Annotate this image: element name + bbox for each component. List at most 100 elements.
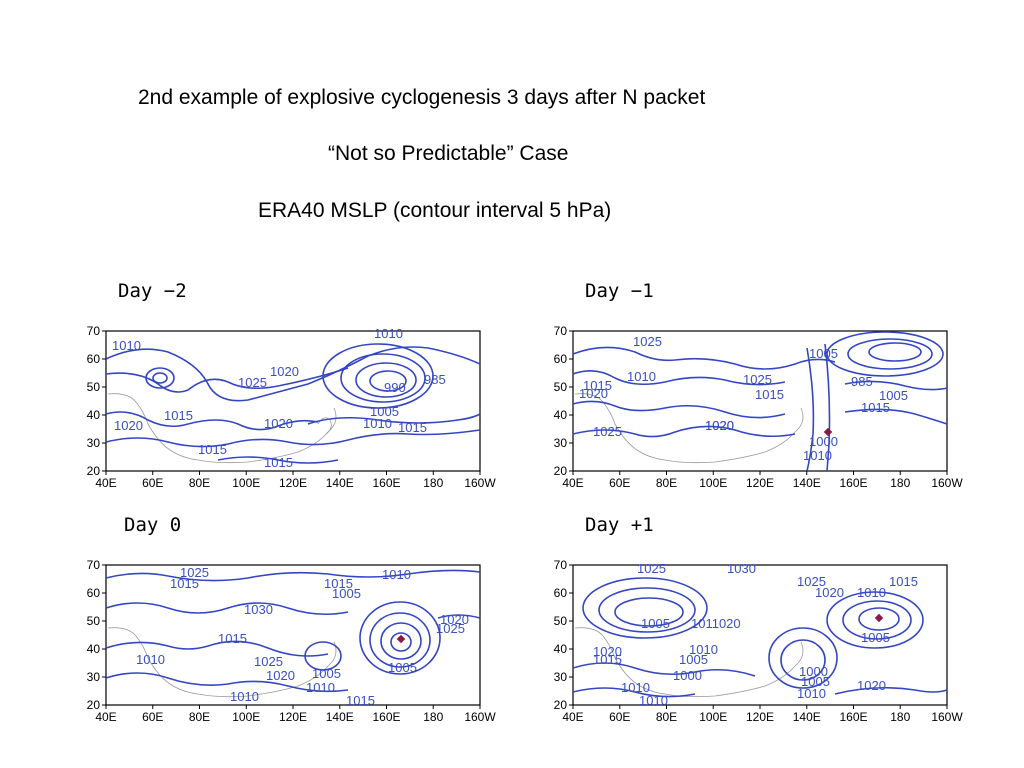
contour-label: 1015 <box>218 631 247 646</box>
contour-label: 1015 <box>889 574 918 589</box>
contour-label: 1015 <box>583 378 612 393</box>
cyclone-marker-icon <box>396 634 406 644</box>
contour-label: 1020 <box>815 585 844 600</box>
title-line-2: “Not so Predictable” Case <box>328 142 569 165</box>
y-tick-label: 60 <box>87 352 101 366</box>
contour-label: 1015 <box>755 387 784 402</box>
contour-label: 1010 <box>306 680 335 695</box>
map-day-minus-2: Day −2 70 60 50 40 30 20 40E 60E 80E 100E 120E 140… <box>87 280 497 490</box>
contours <box>105 569 481 693</box>
y-tick-label: 20 <box>87 698 101 712</box>
x-tick-label: 180 <box>890 476 910 490</box>
panel-day-minus-2: Day −2 70 60 50 40 30 20 40E 60E 80E 100E 120E 140… <box>78 274 518 504</box>
contour-label: 1025 <box>637 561 666 576</box>
contour-label: 1010 <box>689 642 718 657</box>
contour-label: 1010 <box>797 686 826 701</box>
contour-label: 1020 <box>264 416 293 431</box>
contour-label: 1005 <box>679 652 708 667</box>
contour-label: 1010 <box>230 689 259 704</box>
cyclone-marker-icon <box>823 427 833 437</box>
contour-label: 1015 <box>346 693 375 708</box>
contour-label: 1020 <box>270 364 299 379</box>
plot-frame <box>105 564 481 706</box>
x-tick-label: 40E <box>562 710 583 724</box>
y-axis: 70 60 50 40 30 20 <box>554 558 573 712</box>
contour-label: 1010 <box>382 567 411 582</box>
x-tick-label: 60E <box>142 710 163 724</box>
y-tick-label: 50 <box>87 614 101 628</box>
contour-label: 1010 <box>639 693 668 708</box>
contour-label: 1015 <box>861 400 890 415</box>
contour-label: 1025 <box>797 574 826 589</box>
contour-label: 1005 <box>388 660 417 675</box>
y-tick-label: 60 <box>554 586 568 600</box>
x-tick-label: 140E <box>793 710 821 724</box>
y-tick-label: 60 <box>554 352 568 366</box>
y-tick-label: 40 <box>87 642 101 656</box>
contour-label: 1005 <box>641 616 670 631</box>
contour-labels: 1025 1005 1010 1015 1020 1025 1015 1020 … <box>579 334 908 463</box>
y-tick-label: 20 <box>87 464 101 478</box>
x-axis: 40E 60E 80E 100E 120E 140E 160E 180 160W <box>562 705 963 724</box>
x-tick-label: 100E <box>232 476 260 490</box>
coastline <box>574 627 804 698</box>
contour-label: 1030 <box>727 561 756 576</box>
contour-label: 1020 <box>266 668 295 683</box>
contour-label: 1015 <box>170 576 199 591</box>
coastline <box>107 393 337 464</box>
coastline <box>574 393 804 464</box>
contour-label: 1005 <box>801 674 830 689</box>
y-tick-label: 30 <box>554 436 568 450</box>
x-tick-label: 120E <box>279 476 307 490</box>
y-tick-label: 50 <box>87 380 101 394</box>
contour-label: 985 <box>851 374 873 389</box>
x-tick-label: 180 <box>423 710 443 724</box>
x-tick-label: 160E <box>839 710 867 724</box>
contour-label: 1025 <box>743 372 772 387</box>
y-tick-label: 50 <box>554 614 568 628</box>
contour-label: 1025 <box>633 334 662 349</box>
y-tick-label: 60 <box>87 586 101 600</box>
contour-label: 1010 <box>857 585 886 600</box>
title-line-3: ERA40 MSLP (contour interval 5 hPa) <box>258 199 612 222</box>
x-tick-label: 140E <box>326 710 354 724</box>
map-day-minus-1: Day −1 70 60 50 40 30 20 40E 60E 80E 100E 120E 140… <box>554 280 964 490</box>
x-tick-label: 100E <box>232 710 260 724</box>
x-tick-label: 180 <box>423 476 443 490</box>
contour-label: 1015 <box>593 652 622 667</box>
y-tick-label: 70 <box>87 324 101 338</box>
cyclone-marker-icon <box>874 613 884 623</box>
contour-label: 1010 <box>627 369 656 384</box>
contour-label: 1010 <box>136 652 165 667</box>
y-tick-label: 70 <box>87 558 101 572</box>
y-tick-label: 40 <box>554 408 568 422</box>
y-tick-label: 20 <box>554 698 568 712</box>
x-tick-label: 140E <box>326 476 354 490</box>
x-tick-label: 120E <box>746 476 774 490</box>
contour-label: 1015 <box>264 455 293 470</box>
x-tick-label: 40E <box>562 476 583 490</box>
x-tick-label: 80E <box>189 476 210 490</box>
contours <box>572 577 948 698</box>
contour-labels: 1010 1020 1025 1010 990 985 1015 1020 10… <box>112 326 446 470</box>
map-day-plus-1: Day +1 70 60 50 40 30 20 40E 60E 80E 100E 120E 140… <box>554 514 964 724</box>
x-tick-label: 160W <box>464 710 496 724</box>
panel-day-plus-1: Day +1 70 60 50 40 30 20 40E 60E 80E 100E 120E 140… <box>545 508 985 738</box>
contour-label: 1020 <box>114 418 143 433</box>
y-tick-label: 70 <box>554 558 568 572</box>
map-day-0: Day 0 70 60 50 40 30 20 40E 60E 80E 100E 120E 140E… <box>87 514 497 724</box>
y-tick-label: 40 <box>87 408 101 422</box>
contour-label: 1025 <box>238 375 267 390</box>
contour-label: 1010 <box>621 680 650 695</box>
contour-label: 1030 <box>244 602 273 617</box>
contour-label: 1025 <box>254 654 283 669</box>
x-tick-label: 160W <box>931 710 963 724</box>
contour-label: 1005 <box>879 388 908 403</box>
y-tick-label: 30 <box>554 670 568 684</box>
panel-label: Day −2 <box>118 280 187 302</box>
contour-label: 1015 <box>398 420 427 435</box>
contour-label: 1011020 <box>691 616 741 631</box>
contour-label: 985 <box>424 372 446 387</box>
x-tick-label: 120E <box>279 710 307 724</box>
contour-label: 1015 <box>164 408 193 423</box>
